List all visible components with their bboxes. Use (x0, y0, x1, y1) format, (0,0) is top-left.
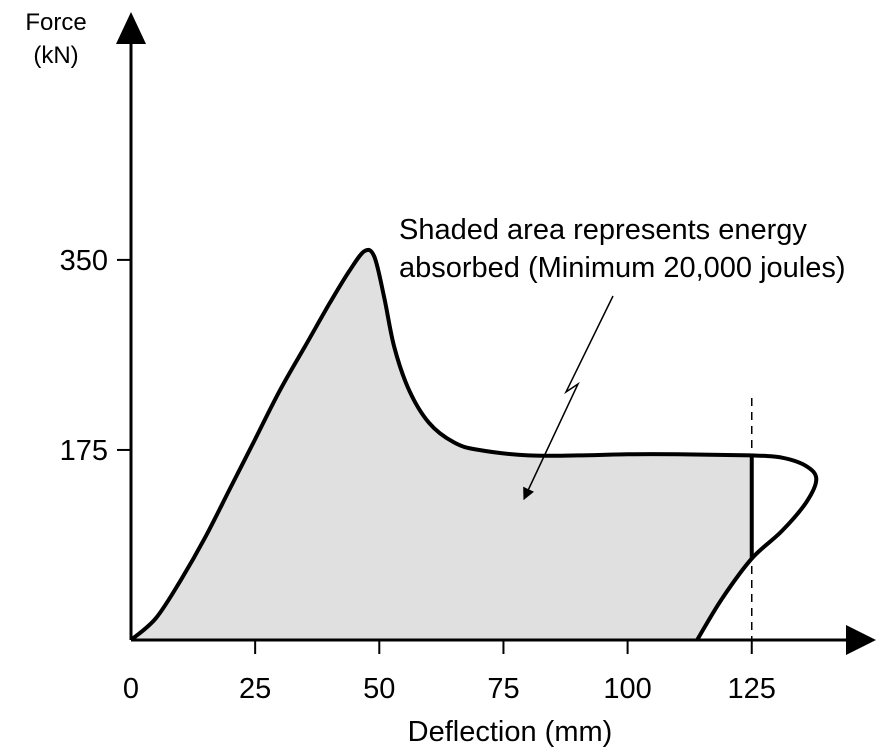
x-axis-ticks: 0 25 50 75 100 125 (123, 640, 776, 705)
x-tick-label: 0 (123, 673, 139, 705)
x-tick-label: 25 (239, 673, 271, 705)
energy-shaded-area (131, 249, 752, 640)
y-tick-label: 175 (60, 435, 108, 467)
y-tick-label: 350 (60, 245, 108, 277)
annotation-line2: absorbed (Minimum 20,000 joules) (399, 252, 846, 284)
x-tick-label: 50 (363, 673, 395, 705)
annotation-pointer-arrow (523, 295, 614, 501)
y-axis-title-line2: (kN) (33, 42, 78, 69)
y-axis-arrow-icon (116, 12, 146, 44)
x-tick-label: 100 (603, 673, 651, 705)
x-axis-title: Deflection (mm) (408, 716, 613, 748)
x-tick-label: 75 (487, 673, 519, 705)
x-axis-arrow-icon (846, 625, 876, 655)
unloading-curve (695, 453, 819, 642)
x-tick-label: 125 (728, 673, 776, 705)
loading-curve (129, 247, 752, 642)
annotation-line1: Shaded area represents energy (399, 214, 807, 246)
y-axis-title-line1: Force (25, 9, 86, 36)
y-axis-ticks: 175 350 (60, 245, 131, 467)
